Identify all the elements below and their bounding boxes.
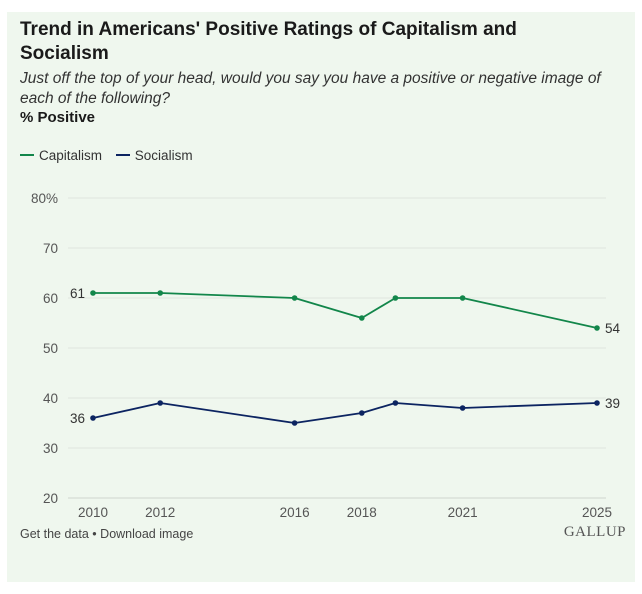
y-tick-label: 70	[43, 241, 58, 256]
data-point-capitalism	[459, 295, 466, 301]
get-data-link[interactable]: Get the data	[20, 527, 89, 541]
chart-subtitle: Just off the top of your head, would you…	[20, 70, 601, 107]
series-line-socialism	[92, 402, 598, 424]
data-point-capitalism	[359, 315, 365, 321]
x-tick-label: 2025	[582, 505, 612, 520]
y-tick-label: 60	[43, 291, 58, 306]
data-point-capitalism	[291, 295, 298, 301]
data-point-capitalism	[157, 290, 163, 296]
legend-item-socialism[interactable]: Socialism	[115, 147, 193, 163]
data-point-capitalism	[90, 290, 96, 296]
chart-title: Trend in Americans' Positive Ratings of …	[20, 19, 517, 64]
y-tick-label: 20	[43, 491, 58, 506]
data-point-socialism	[392, 400, 399, 406]
gallup-logo: GALLUP	[563, 524, 626, 540]
data-label-socialism: 39	[605, 396, 620, 411]
data-point-capitalism	[594, 325, 600, 331]
x-tick-label: 2018	[347, 505, 377, 520]
x-tick-label: 2021	[448, 505, 478, 520]
y-tick-label: 50	[43, 341, 58, 356]
data-point-socialism	[594, 400, 600, 406]
legend-label-socialism: Socialism	[134, 147, 193, 163]
data-point-socialism	[459, 405, 466, 411]
y-tick-label: 80%	[31, 191, 58, 206]
x-tick-label: 2012	[145, 505, 175, 520]
data-point-socialism	[90, 415, 96, 421]
data-point-socialism	[291, 420, 298, 426]
data-label-capitalism: 61	[70, 286, 85, 301]
data-point-socialism	[157, 400, 163, 406]
data-label-capitalism: 54	[605, 321, 621, 336]
data-point-socialism	[359, 410, 365, 416]
footer-links: Get the data • Download image	[20, 527, 193, 541]
download-image-link[interactable]: Download image	[100, 527, 194, 541]
y-tick-label: 30	[43, 441, 58, 456]
y-tick-label: 40	[43, 391, 58, 406]
legend-item-capitalism[interactable]: Capitalism	[20, 148, 102, 163]
unit-label: % Positive	[20, 109, 96, 126]
chart-card	[7, 12, 635, 582]
data-label-socialism: 36	[70, 411, 85, 426]
legend: Capitalism Socialism	[20, 144, 203, 163]
legend-swatch-capitalism	[20, 154, 34, 156]
legend-label-capitalism: Capitalism	[39, 147, 103, 163]
footer-separator: •	[92, 527, 97, 541]
data-point-capitalism	[392, 295, 399, 301]
x-tick-label: 2016	[280, 505, 310, 520]
legend-swatch-socialism	[115, 154, 130, 156]
x-tick-label: 2010	[78, 505, 108, 520]
